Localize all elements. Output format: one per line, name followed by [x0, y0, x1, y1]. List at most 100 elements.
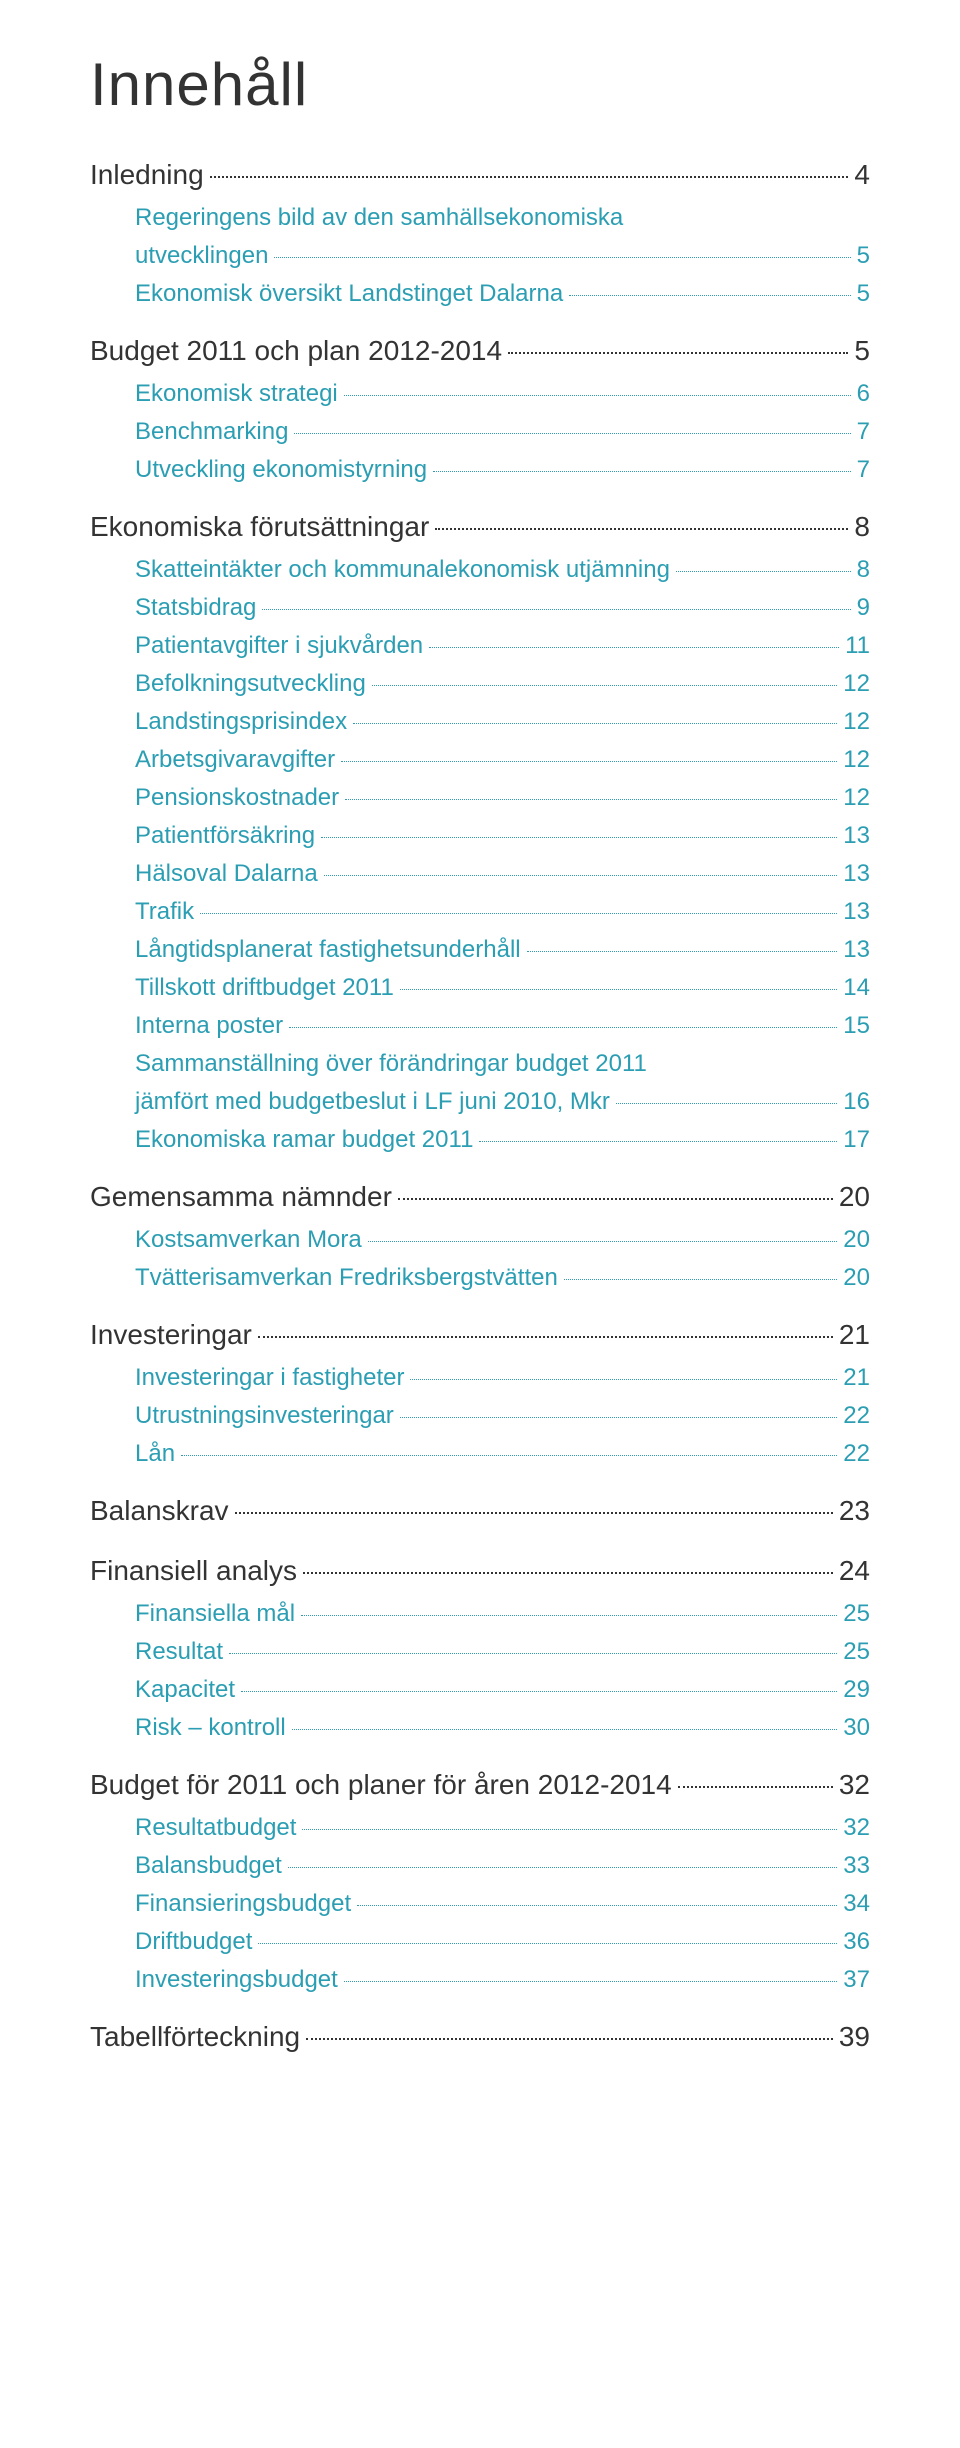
toc-page: 32 [839, 1764, 870, 1806]
toc-leader [258, 1943, 837, 1944]
toc-label: Regeringens bild av den samhällsekonomis… [135, 200, 623, 236]
toc-label: Befolkningsutveckling [135, 666, 366, 702]
toc-leader [398, 1198, 833, 1200]
toc-label: Lån [135, 1436, 175, 1472]
toc-page: 30 [843, 1710, 870, 1746]
toc-page: 8 [857, 552, 870, 588]
toc-label: Statsbidrag [135, 590, 256, 626]
toc-leader [241, 1691, 837, 1692]
toc-entry: Risk – kontroll30 [135, 1710, 870, 1746]
toc-page: 12 [843, 666, 870, 702]
toc-leader [274, 257, 850, 258]
toc-label: Utrustningsinvesteringar [135, 1398, 394, 1434]
toc-entry: Patientförsäkring13 [135, 818, 870, 854]
toc-label: Trafik [135, 894, 194, 930]
toc-entry: Resultat25 [135, 1634, 870, 1670]
toc-page: 33 [843, 1848, 870, 1884]
toc-leader [306, 2038, 833, 2040]
toc-leader [321, 837, 837, 838]
toc-label: Ekonomisk strategi [135, 376, 338, 412]
toc-leader [294, 433, 850, 434]
toc-label: Budget för 2011 och planer för åren 2012… [90, 1764, 672, 1806]
toc-label: Investeringsbudget [135, 1962, 338, 1998]
toc-entry: Interna poster15 [135, 1008, 870, 1044]
page-title: Innehåll [90, 50, 870, 119]
toc-entry: Hälsoval Dalarna 13 [135, 856, 870, 892]
toc-label: Kapacitet [135, 1672, 235, 1708]
toc-leader [289, 1027, 837, 1028]
toc-entry: Gemensamma nämnder20 [90, 1176, 870, 1218]
toc-label: Investeringar [90, 1314, 252, 1356]
toc-entry: Landstingsprisindex12 [135, 704, 870, 740]
toc-page: 24 [839, 1550, 870, 1592]
toc-page: 23 [839, 1490, 870, 1532]
toc-label: Finansieringsbudget [135, 1886, 351, 1922]
toc-entry: Tvätterisamverkan Fredriksbergstvätten20 [135, 1260, 870, 1296]
toc-leader [301, 1615, 837, 1616]
toc-page: 9 [857, 590, 870, 626]
toc-leader [258, 1336, 833, 1338]
toc-label: Balanskrav [90, 1490, 229, 1532]
toc-leader [324, 875, 838, 876]
toc-entry: Patientavgifter i sjukvården11 [135, 628, 870, 664]
toc-entry: Benchmarking 7 [135, 414, 870, 450]
toc-leader [372, 685, 837, 686]
toc-entry: Budget 2011 och plan 2012-20145 [90, 330, 870, 372]
toc-page: 12 [843, 742, 870, 778]
toc-page: 17 [843, 1122, 870, 1158]
toc-entry: Inledning4 [90, 154, 870, 196]
toc-leader [229, 1653, 837, 1654]
toc-leader [435, 528, 848, 530]
toc-label: Pensionskostnader [135, 780, 339, 816]
toc-label: Driftbudget [135, 1924, 252, 1960]
toc-entry: Balansbudget 33 [135, 1848, 870, 1884]
toc-page: 32 [843, 1810, 870, 1846]
toc-leader [292, 1729, 838, 1730]
toc-entry: utvecklingen5 [135, 238, 870, 274]
toc-entry: Kostsamverkan Mora20 [135, 1222, 870, 1258]
toc-leader [368, 1241, 838, 1242]
toc-page: 22 [843, 1436, 870, 1472]
toc-page: 16 [843, 1084, 870, 1120]
toc-leader [676, 571, 851, 572]
toc-entry: Pensionskostnader 12 [135, 780, 870, 816]
toc-leader [344, 395, 851, 396]
toc-label: Resultatbudget [135, 1810, 296, 1846]
toc-entry: Ekonomiska förutsättningar8 [90, 506, 870, 548]
toc-page: 37 [843, 1962, 870, 1998]
toc-entry: jämfört med budgetbeslut i LF juni 2010,… [135, 1084, 870, 1120]
toc-entry: Finansieringsbudget34 [135, 1886, 870, 1922]
toc-label: jämfört med budgetbeslut i LF juni 2010,… [135, 1084, 610, 1120]
toc-page: 13 [843, 856, 870, 892]
toc-leader [345, 799, 837, 800]
toc-entry: Ekonomiska ramar budget 201117 [135, 1122, 870, 1158]
toc-label: Benchmarking [135, 414, 288, 450]
toc-page: 12 [843, 704, 870, 740]
toc-page: 7 [857, 452, 870, 488]
toc-entry: Arbetsgivaravgifter12 [135, 742, 870, 778]
toc-leader [527, 951, 838, 952]
toc-label: Långtidsplanerat fastighetsunderhåll [135, 932, 521, 968]
toc-page: 13 [843, 932, 870, 968]
toc-label: Balansbudget [135, 1848, 282, 1884]
toc-leader [181, 1455, 837, 1456]
toc-leader [400, 989, 837, 990]
toc-page: 12 [843, 780, 870, 816]
toc-label: Tabellförteckning [90, 2016, 300, 2058]
toc-label: Budget 2011 och plan 2012-2014 [90, 330, 502, 372]
toc-label: Hälsoval Dalarna [135, 856, 318, 892]
toc-leader [678, 1786, 833, 1788]
toc-entry: Finansiell analys24 [90, 1550, 870, 1592]
toc-page: 21 [839, 1314, 870, 1356]
toc-page: 7 [857, 414, 870, 450]
toc-leader [344, 1981, 837, 1982]
toc-entry: Utveckling ekonomistyrning7 [135, 452, 870, 488]
toc-leader [564, 1279, 837, 1280]
toc-leader [303, 1572, 833, 1574]
toc-entry: Befolkningsutveckling 12 [135, 666, 870, 702]
toc-label: Ekonomisk översikt Landstinget Dalarna [135, 276, 563, 312]
toc-page: 13 [843, 894, 870, 930]
toc-entry: Finansiella mål25 [135, 1596, 870, 1632]
toc-entry: Utrustningsinvesteringar22 [135, 1398, 870, 1434]
toc-entry: Tabellförteckning39 [90, 2016, 870, 2058]
